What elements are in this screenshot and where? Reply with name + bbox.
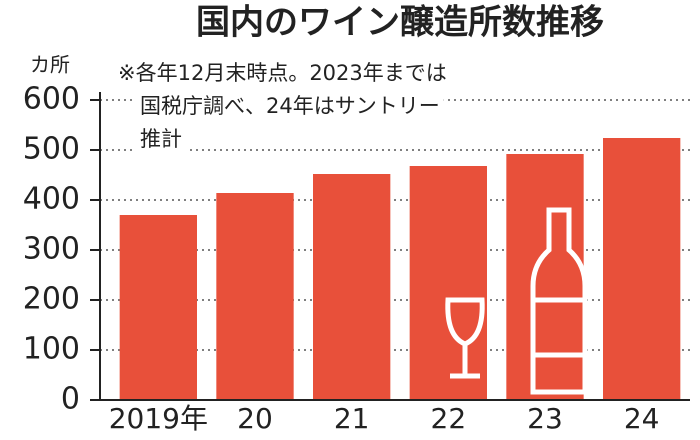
wine-bottle-icon bbox=[530, 207, 588, 395]
note-line: 推計 bbox=[140, 127, 182, 151]
note-background bbox=[114, 59, 451, 87]
x-tick-label: 20 bbox=[237, 402, 273, 435]
bar bbox=[119, 215, 197, 400]
y-tick-label: 200 bbox=[23, 282, 80, 317]
y-tick-label: 100 bbox=[23, 332, 80, 367]
bars bbox=[119, 138, 681, 400]
note-line: ※各年12月末時点。2023年までは bbox=[118, 61, 447, 85]
note-line: 国税庁調べ、24年はサントリー bbox=[140, 94, 440, 118]
y-axis-label: カ所 bbox=[30, 53, 70, 77]
x-tick-label: 22 bbox=[431, 402, 467, 435]
axes: 0 100 200 300 400 500 600 2019年 20 21 22 23 24 bbox=[23, 82, 690, 435]
note-background bbox=[136, 92, 444, 120]
bar bbox=[506, 154, 584, 400]
y-tick-label: 600 bbox=[23, 82, 80, 117]
x-tick-label: 2019年 bbox=[109, 402, 208, 435]
x-tick-label: 23 bbox=[527, 402, 563, 435]
chart-title: 国内のワイン醸造所数推移 bbox=[196, 3, 604, 43]
wine-glass-icon bbox=[445, 297, 485, 379]
x-tick-label: 21 bbox=[334, 402, 370, 435]
y-tick-label: 400 bbox=[23, 182, 80, 217]
y-tick-label: 300 bbox=[23, 232, 80, 267]
x-tick-label: 24 bbox=[624, 402, 660, 435]
bar bbox=[216, 193, 294, 400]
y-tick-label: 500 bbox=[23, 132, 80, 167]
bar bbox=[603, 138, 681, 400]
note-background bbox=[136, 125, 186, 153]
bar bbox=[313, 174, 391, 400]
bar bbox=[409, 166, 487, 400]
icons bbox=[445, 207, 588, 395]
y-tick-label: 0 bbox=[61, 382, 80, 417]
